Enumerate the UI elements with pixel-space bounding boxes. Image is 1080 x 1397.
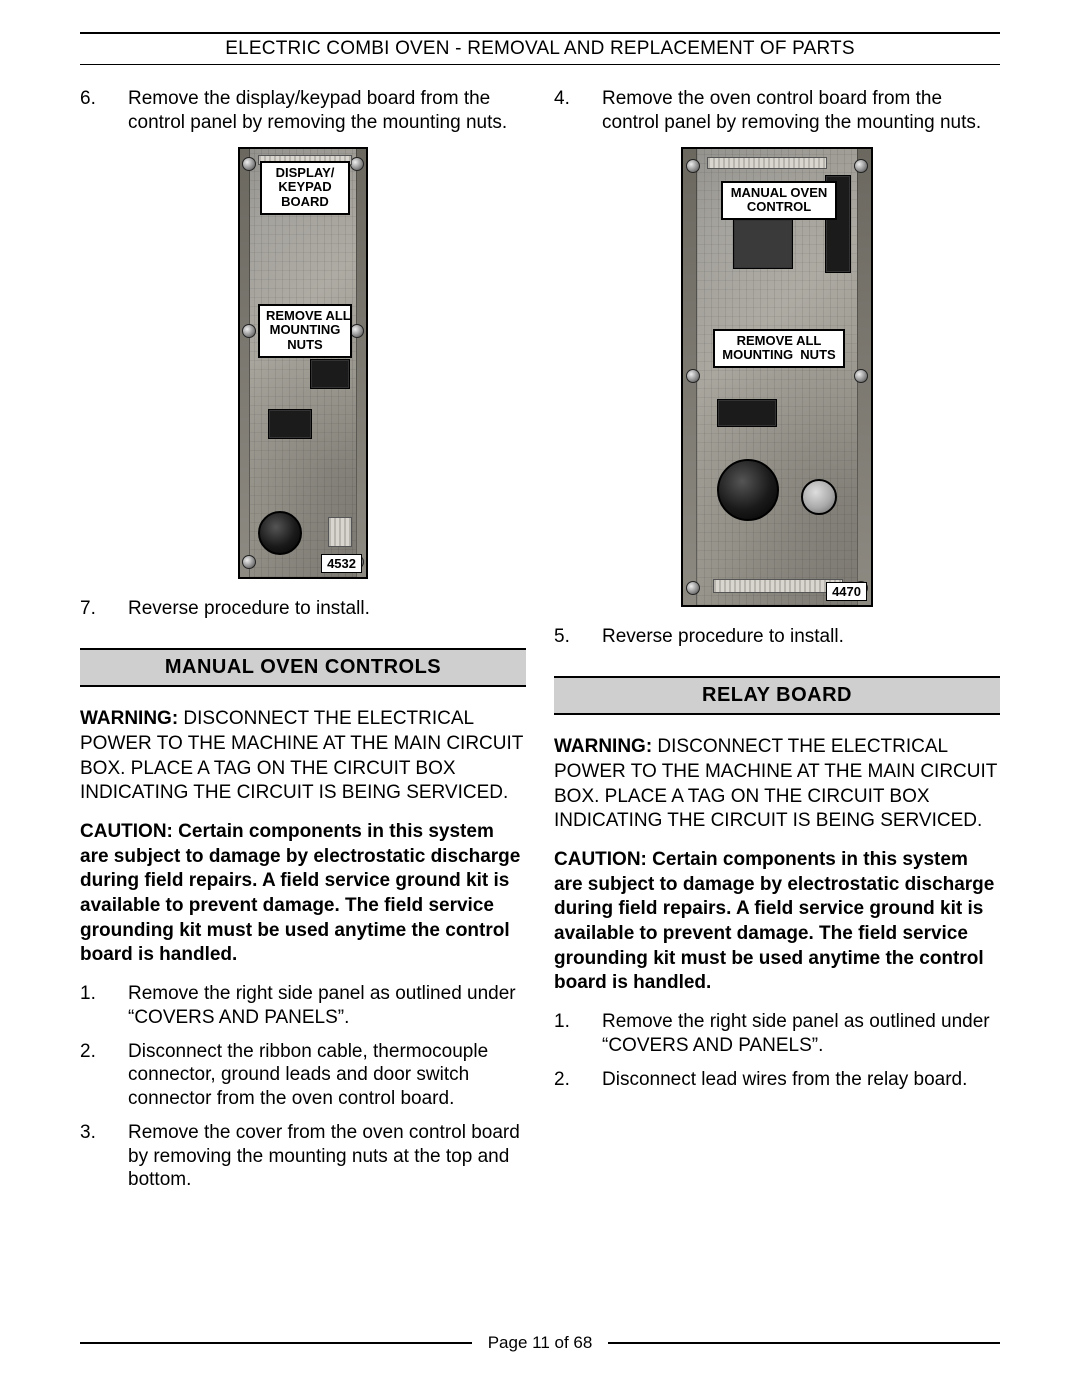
left-column: 6. Remove the display/keypad board from … <box>80 87 526 1202</box>
step-text: Disconnect lead wires from the relay boa… <box>602 1068 1000 1092</box>
step-item: 1. Remove the right side panel as outlin… <box>554 1010 1000 1058</box>
warning-paragraph: WARNING: DISCONNECT THE ELECTRICAL POWER… <box>554 735 1000 834</box>
display-keypad-board-figure: DISPLAY/ KEYPAD BOARD REMOVE ALL MOUNTIN… <box>238 147 368 579</box>
step-text: Reverse procedure to install. <box>128 597 526 621</box>
page-number: Page 11 of 68 <box>484 1333 597 1353</box>
warning-label: WARNING: <box>80 708 178 729</box>
step-number: 2. <box>554 1068 586 1092</box>
right-column: 4. Remove the oven control board from th… <box>554 87 1000 1202</box>
figure-id: 4532 <box>321 554 362 573</box>
warning-paragraph: WARNING: DISCONNECT THE ELECTRICAL POWER… <box>80 707 526 806</box>
step-item: 1. Remove the right side panel as outlin… <box>80 982 526 1030</box>
caution-paragraph: CAUTION: Certain components in this syst… <box>554 848 1000 996</box>
step-text: Remove the right side panel as outlined … <box>128 982 526 1030</box>
step-text: Remove the display/keypad board from the… <box>128 87 526 135</box>
warning-label: WARNING: <box>554 736 652 757</box>
page-footer: Page 11 of 68 <box>80 1333 1000 1353</box>
section-heading: RELAY BOARD <box>554 676 1000 715</box>
caution-paragraph: CAUTION: Certain components in this syst… <box>80 820 526 968</box>
step-text: Remove the oven control board from the c… <box>602 87 1000 135</box>
footer-rule <box>80 1342 472 1344</box>
figure-label: DISPLAY/ KEYPAD BOARD <box>260 161 350 216</box>
header-rule-bottom <box>80 64 1000 65</box>
step-item: 6. Remove the display/keypad board from … <box>80 87 526 135</box>
step-number: 4. <box>554 87 586 135</box>
step-number: 2. <box>80 1040 112 1111</box>
step-number: 6. <box>80 87 112 135</box>
step-text: Disconnect the ribbon cable, thermocoupl… <box>128 1040 526 1111</box>
section-heading: MANUAL OVEN CONTROLS <box>80 648 526 687</box>
step-number: 7. <box>80 597 112 621</box>
manual-oven-control-figure: MANUAL OVEN CONTROL REMOVE ALL MOUNTING … <box>681 147 873 607</box>
figure-wrap: DISPLAY/ KEYPAD BOARD REMOVE ALL MOUNTIN… <box>80 147 526 579</box>
step-item: 2. Disconnect lead wires from the relay … <box>554 1068 1000 1092</box>
step-item: 7. Reverse procedure to install. <box>80 597 526 621</box>
step-text: Reverse procedure to install. <box>602 625 1000 649</box>
step-text: Remove the right side panel as outlined … <box>602 1010 1000 1058</box>
step-number: 1. <box>80 982 112 1030</box>
figure-wrap: MANUAL OVEN CONTROL REMOVE ALL MOUNTING … <box>554 147 1000 607</box>
figure-id: 4470 <box>826 582 867 601</box>
figure-label: REMOVE ALL MOUNTING NUTS <box>258 304 352 359</box>
step-item: 5. Reverse procedure to install. <box>554 625 1000 649</box>
footer-rule <box>608 1342 1000 1344</box>
page-header: ELECTRIC COMBI OVEN - REMOVAL AND REPLAC… <box>80 36 1000 64</box>
step-number: 5. <box>554 625 586 649</box>
step-number: 3. <box>80 1121 112 1192</box>
step-item: 3. Remove the cover from the oven contro… <box>80 1121 526 1192</box>
step-number: 1. <box>554 1010 586 1058</box>
figure-label: REMOVE ALL MOUNTING NUTS <box>713 329 845 369</box>
step-text: Remove the cover from the oven control b… <box>128 1121 526 1192</box>
header-rule-top <box>80 32 1000 34</box>
step-item: 2. Disconnect the ribbon cable, thermoco… <box>80 1040 526 1111</box>
figure-label: MANUAL OVEN CONTROL <box>721 181 837 221</box>
step-item: 4. Remove the oven control board from th… <box>554 87 1000 135</box>
